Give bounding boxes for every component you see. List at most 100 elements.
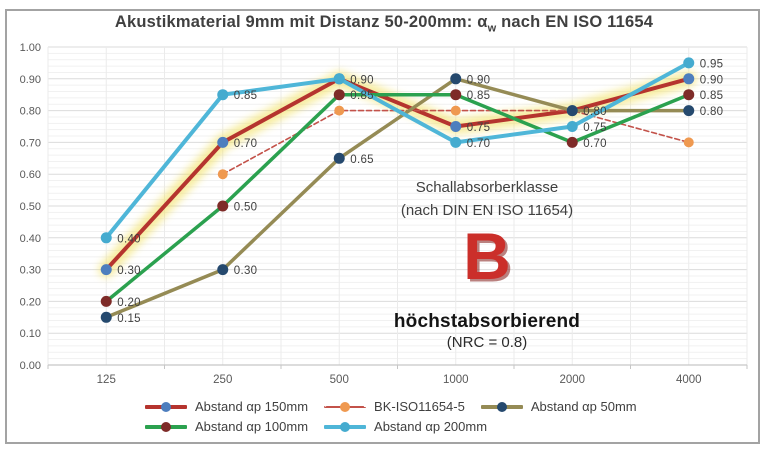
data-point-2	[450, 73, 462, 85]
data-label-3: 0.85	[700, 90, 724, 102]
y-axis-tick-label: 0.20	[20, 296, 41, 308]
data-point-2	[333, 152, 345, 164]
data-point-0	[450, 121, 462, 132]
legend-label: Abstand αp 50mm	[530, 399, 637, 414]
x-axis-tick-label: 2000	[559, 374, 585, 386]
data-point-3	[566, 136, 578, 148]
data-point-3	[100, 295, 112, 307]
data-point-3	[333, 89, 345, 101]
legend-row: Abstand αp 100mm Abstand αp 200mm	[145, 419, 637, 434]
data-label-3: 0.70	[583, 138, 607, 150]
data-point-4	[333, 73, 345, 85]
chart-title-text: Akustikmaterial 9mm mit Distanz 50-200mm…	[114, 13, 488, 31]
legend-marker-dot	[496, 401, 507, 412]
data-point-3	[683, 89, 695, 101]
data-label-2: 0.80	[700, 106, 724, 118]
data-label-4: 0.85	[234, 90, 258, 102]
data-point-0	[683, 73, 695, 85]
annotation-class-letter: B	[463, 219, 511, 293]
annotation-absorber-class-line1: Schallabsorberklasse	[415, 179, 559, 196]
chart-title-subscript: w	[487, 22, 497, 35]
legend-label: BK-ISO11654-5	[374, 399, 465, 414]
x-axis-tick-label: 250	[213, 374, 232, 386]
series-line-0	[104, 76, 691, 272]
data-point-2	[566, 105, 578, 117]
data-label-2: 0.90	[467, 74, 491, 86]
data-point-4	[217, 89, 229, 101]
chart-title-text-2: nach EN ISO 11654	[496, 13, 654, 31]
legend-swatch	[480, 401, 523, 413]
x-axis-tick-label: 125	[97, 374, 116, 386]
data-point-0	[217, 136, 229, 148]
legend-swatch	[145, 421, 187, 433]
data-label-4: 0.90	[350, 74, 374, 86]
annotation-class-description: höchstabsorbierend	[393, 311, 581, 332]
data-label-3: 0.20	[117, 297, 141, 309]
chart-title: Akustikmaterial 9mm mit Distanz 50-200mm…	[0, 13, 768, 34]
data-label-0: 0.70	[234, 138, 258, 150]
y-axis-tick-label: 0.00	[20, 360, 41, 372]
data-label-4: 0.95	[700, 58, 724, 70]
data-point-3	[217, 200, 229, 212]
data-label-2: 0.65	[350, 154, 374, 166]
y-axis-tick-label: 0.90	[20, 74, 41, 86]
data-label-3: 0.85	[350, 90, 374, 102]
legend-item: Abstand αp 200mm	[324, 419, 487, 434]
y-axis-tick-label: 1.00	[20, 42, 41, 54]
legend-item: BK-ISO11654-5	[324, 399, 465, 414]
annotation-absorber-class-line2: (nach DIN EN ISO 11654)	[400, 201, 574, 219]
data-label-4: 0.70	[467, 138, 491, 150]
data-point-1	[334, 105, 345, 116]
legend-swatch	[145, 401, 187, 413]
legend-swatch	[324, 401, 367, 413]
data-label-3: 0.85	[467, 90, 491, 102]
legend-marker-dot	[161, 421, 171, 432]
legend-marker-dot	[340, 401, 351, 412]
data-point-4	[566, 121, 578, 132]
y-axis-tick-label: 0.70	[20, 137, 41, 149]
legend-item: Abstand αp 100mm	[145, 419, 308, 434]
series-line-4	[104, 60, 691, 240]
chart-legend: Abstand αp 150mm BK-ISO11654-5 Abstand αp …	[145, 399, 637, 434]
y-axis-tick-label: 0.50	[20, 201, 41, 213]
legend-marker-dot	[340, 421, 351, 432]
data-point-2	[217, 264, 229, 276]
data-point-4	[683, 57, 695, 69]
legend-swatch	[324, 421, 367, 433]
legend-label: Abstand αp 200mm	[374, 419, 488, 434]
data-point-1	[683, 137, 694, 148]
data-point-4	[450, 136, 462, 148]
data-label-2: 0.15	[117, 313, 141, 325]
data-label-4: 0.75	[583, 122, 607, 134]
legend-marker-dot	[161, 401, 171, 412]
data-point-1	[217, 169, 228, 180]
annotation-nrc-value: (NRC = 0.8)	[446, 334, 528, 351]
data-point-0	[100, 264, 112, 276]
legend-label: Abstand αp 150mm	[195, 399, 309, 414]
data-label-0: 0.90	[700, 74, 724, 86]
data-label-0: 0.30	[117, 265, 141, 277]
legend-row: Abstand αp 150mm BK-ISO11654-5 Abstand αp …	[145, 399, 637, 414]
y-axis-tick-label: 0.10	[20, 328, 41, 340]
y-axis-tick-label: 0.40	[20, 233, 41, 245]
data-label-3: 0.50	[234, 202, 258, 214]
data-label-0: 0.75	[467, 122, 491, 134]
legend-item: Abstand αp 150mm	[145, 399, 308, 414]
y-axis-tick-label: 0.30	[20, 265, 41, 277]
x-axis-tick-label: 500	[330, 374, 349, 386]
x-axis-tick-label: 4000	[676, 374, 702, 386]
x-axis-tick-label: 1000	[443, 374, 469, 386]
data-point-1	[450, 105, 461, 116]
y-axis-tick-label: 0.80	[20, 106, 41, 118]
legend-item: Abstand αp 50mm	[480, 399, 637, 414]
data-point-2	[100, 311, 112, 323]
data-label-2: 0.80	[583, 106, 607, 118]
data-point-4	[100, 232, 112, 244]
data-point-2	[683, 105, 695, 117]
data-point-3	[450, 89, 462, 101]
series-line-3	[104, 92, 691, 304]
legend-label: Abstand αp 100mm	[195, 419, 309, 434]
data-label-4: 0.40	[117, 233, 141, 245]
